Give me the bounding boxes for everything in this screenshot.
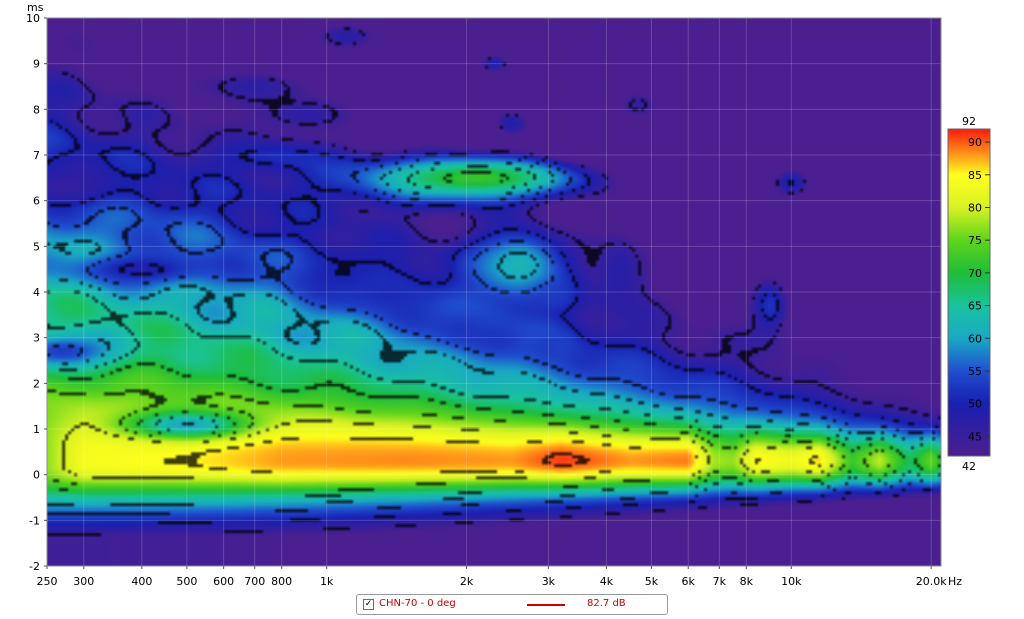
x-tick-label: 4k: [600, 575, 614, 588]
x-tick-label: 1k: [320, 575, 334, 588]
x-tick-label: 3k: [542, 575, 556, 588]
y-tick-label: -1: [29, 514, 40, 527]
color-scale-tick-label: 50: [968, 398, 982, 411]
y-axis-unit: ms: [27, 1, 44, 14]
y-tick-label: 8: [33, 103, 40, 116]
legend-series-line-swatch: [527, 604, 565, 606]
y-tick-label: 5: [33, 240, 40, 253]
color-scale-tick-label: 80: [968, 201, 982, 214]
color-scale-tick-label: 55: [968, 365, 982, 378]
y-axis-ticks: -2 -1 0 1 2 3 4 5 6 7 8 9 10: [26, 12, 47, 573]
grid-lines: [46, 17, 941, 567]
color-scale-tick-label: 90: [968, 136, 982, 149]
x-tick-label: 2k: [460, 575, 474, 588]
color-scale-gradient: [947, 128, 991, 457]
x-tick-label: 8k: [740, 575, 754, 588]
color-scale-tick-label: 70: [968, 267, 982, 280]
x-tick-label: 400: [131, 575, 152, 588]
plot-area: [47, 18, 941, 566]
color-scale-tick-label: 65: [968, 300, 982, 313]
y-tick-label: 2: [33, 377, 40, 390]
x-tick-label: 300: [73, 575, 94, 588]
color-scale-max-label: 92: [962, 115, 976, 128]
x-tick-label: 7k: [713, 575, 727, 588]
color-scale-bar: 92 42 45 50 55 60 65 70 75 80 85 90: [947, 115, 991, 473]
color-scale-tick-label: 85: [968, 169, 982, 182]
x-tick-label: 800: [271, 575, 292, 588]
legend-box: ✓ CHN-70 - 0 deg 82.7 dB: [356, 594, 668, 615]
x-tick-label: 5k: [645, 575, 659, 588]
y-tick-label: 9: [33, 58, 40, 71]
x-axis-ticks: 250 300 400 500 600 700 800 1k 2k 3k 4k 5k 6k 7k 8k 10k…: [37, 566, 947, 588]
legend-series-value: 82.7 dB: [587, 598, 626, 609]
color-scale-tick-label: 75: [968, 234, 982, 247]
y-tick-label: 7: [33, 149, 40, 162]
x-tick-label: 600: [213, 575, 234, 588]
x-axis-unit: Hz: [948, 575, 962, 588]
y-tick-label: 6: [33, 195, 40, 208]
series-visibility-checkbox[interactable]: ✓: [363, 599, 374, 610]
color-scale-min-label: 42: [962, 460, 976, 473]
y-tick-label: 10: [26, 12, 40, 25]
x-tick-label: 250: [37, 575, 58, 588]
y-tick-label: 1: [33, 423, 40, 436]
color-scale-tick-label: 60: [968, 332, 982, 345]
x-tick-label: 20.0k: [916, 575, 947, 588]
x-tick-label: 700: [244, 575, 265, 588]
x-tick-label: 6k: [682, 575, 696, 588]
legend-series-name: CHN-70 - 0 deg: [379, 598, 456, 609]
y-tick-label: 4: [33, 286, 40, 299]
x-tick-label: 10k: [781, 575, 802, 588]
y-tick-label: 3: [33, 332, 40, 345]
y-tick-label: -2: [29, 560, 40, 573]
decay-heatmap-surface: [47, 18, 941, 566]
color-scale-tick-label: 45: [968, 430, 982, 443]
x-tick-label: 500: [176, 575, 197, 588]
y-tick-label: 0: [33, 469, 40, 482]
